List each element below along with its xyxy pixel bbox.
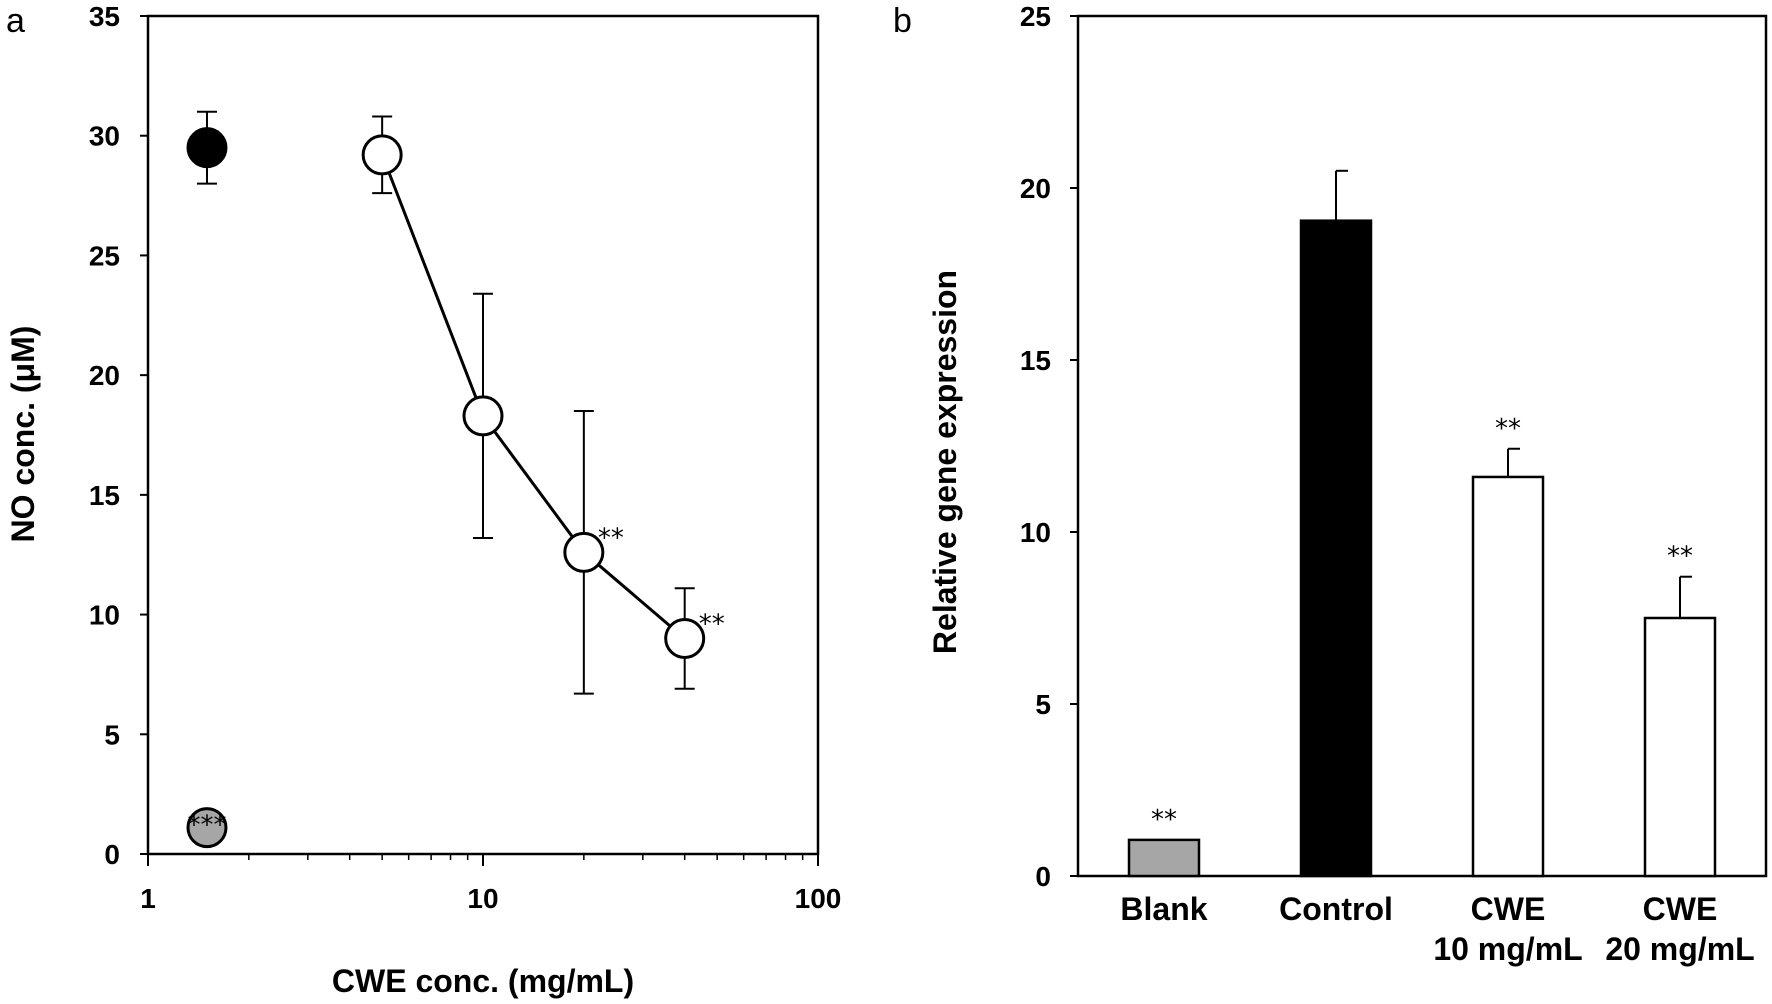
data-point-a [563,531,605,573]
y-tick-label-b: 0 [1035,861,1051,892]
y-tick-label-b: 10 [1020,517,1051,548]
y-tick-label-b: 25 [1020,1,1051,32]
significance-label-b: ** [1495,414,1521,444]
y-tick-label-a: 15 [89,480,120,511]
bar-b [1471,475,1545,878]
data-point-a [664,618,706,660]
significance-label-b: ** [1667,542,1693,572]
panel-b-marks: 0 5 10 15 20 25 ** Blank Control ** CWE 10 mg/mL ** C… [1020,1,1755,967]
data-point-a [186,807,228,849]
category-label-b: CWE [1471,891,1546,927]
x-axis-title-a: CWE conc. (mg/mL) [332,963,634,999]
category-label-b: 20 mg/mL [1605,931,1754,967]
significance-label-a: *** [187,811,226,841]
x-tick-label-a: 1 [140,883,156,914]
category-label-b: 10 mg/mL [1433,931,1582,967]
y-tick-label-b: 15 [1020,345,1051,376]
y-axis-title-a: NO conc. (μM) [5,326,41,543]
y-axis-title-b: Relative gene expression [927,270,963,654]
y-tick-label-a: 0 [104,839,120,870]
category-label-b: Control [1279,891,1393,927]
panel-b: b 0 5 10 15 20 25 ** Blank Control ** CWE 10 mg/mL *… [893,1,1768,967]
bar-b [1127,838,1201,878]
plot-b-frame [1076,14,1768,878]
significance-label-a: ** [699,610,725,640]
panel-b-label: b [893,2,912,40]
bar-b [1643,616,1717,878]
significance-label-a: ** [598,523,624,553]
panel-a-label: a [6,2,25,40]
bar-b [1299,219,1373,878]
x-tick-label-a: 100 [795,883,842,914]
x-tick-label-a: 10 [467,883,498,914]
y-tick-label-a: 5 [104,719,120,750]
y-tick-label-a: 25 [89,240,120,271]
y-tick-label-b: 20 [1020,173,1051,204]
significance-label-b: ** [1151,805,1177,835]
category-label-b: Blank [1120,891,1207,927]
category-label-b: CWE [1643,891,1718,927]
series-line-a [380,154,686,640]
data-point-a [186,127,228,169]
y-tick-label-a: 10 [89,600,120,631]
y-tick-label-a: 20 [89,360,120,391]
y-tick-label-b: 5 [1035,689,1051,720]
data-point-a [462,395,504,437]
y-tick-label-a: 35 [89,1,120,32]
y-tick-label-a: 30 [89,121,120,152]
data-point-a [361,134,403,176]
